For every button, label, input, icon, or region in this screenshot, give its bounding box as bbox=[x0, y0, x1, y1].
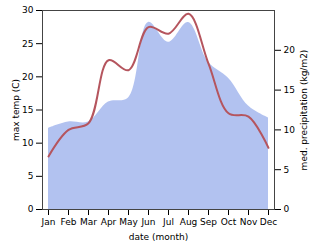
svg-text:10: 10 bbox=[22, 138, 34, 148]
svg-text:0: 0 bbox=[284, 204, 290, 214]
svg-text:date (month): date (month) bbox=[129, 232, 188, 242]
svg-text:5: 5 bbox=[28, 171, 34, 181]
svg-text:15: 15 bbox=[284, 85, 295, 95]
svg-text:Jul: Jul bbox=[162, 217, 174, 227]
svg-text:Jun: Jun bbox=[140, 217, 155, 227]
svg-text:May: May bbox=[119, 217, 138, 227]
svg-text:20: 20 bbox=[22, 72, 34, 82]
svg-text:Apr: Apr bbox=[101, 217, 117, 227]
svg-text:15: 15 bbox=[22, 105, 33, 115]
svg-text:Dec: Dec bbox=[260, 217, 277, 227]
svg-text:Jan: Jan bbox=[41, 217, 56, 227]
svg-text:Oct: Oct bbox=[221, 217, 237, 227]
svg-text:0: 0 bbox=[28, 204, 34, 214]
svg-text:med. precipitation (kg/m2): med. precipitation (kg/m2) bbox=[299, 50, 309, 171]
svg-text:10: 10 bbox=[284, 125, 296, 135]
svg-text:max temp (C): max temp (C) bbox=[11, 79, 21, 141]
svg-text:Feb: Feb bbox=[61, 217, 77, 227]
svg-text:Mar: Mar bbox=[80, 217, 97, 227]
svg-text:Aug: Aug bbox=[180, 217, 198, 227]
svg-text:Nov: Nov bbox=[240, 217, 258, 227]
svg-text:5: 5 bbox=[284, 165, 290, 175]
svg-text:30: 30 bbox=[22, 5, 34, 15]
svg-text:20: 20 bbox=[284, 45, 296, 55]
svg-text:25: 25 bbox=[22, 39, 33, 49]
svg-text:Sep: Sep bbox=[200, 217, 217, 227]
